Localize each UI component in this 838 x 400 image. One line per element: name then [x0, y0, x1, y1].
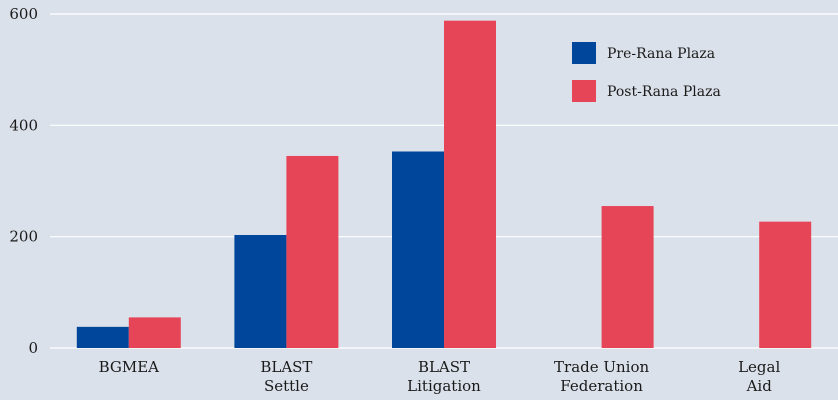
legend-label: Post-Rana Plaza: [607, 84, 721, 100]
legend-swatch: [572, 80, 596, 102]
category-label: Legal: [738, 358, 780, 376]
legend-swatch: [572, 42, 596, 64]
bar-post-3: [601, 206, 654, 348]
y-axis-tick-labels: 0 200 400 600: [9, 5, 38, 357]
bar-post-2: [444, 20, 496, 349]
category-label: BLAST: [418, 358, 470, 376]
bar-post-0: [128, 317, 181, 348]
bars: [76, 20, 812, 349]
y-tick-label: 0: [28, 339, 38, 357]
y-tick-label: 400: [9, 116, 38, 134]
category-label: Aid: [746, 377, 773, 395]
category-label: Trade Union: [554, 358, 649, 376]
legend: Pre-Rana Plaza Post-Rana Plaza: [572, 42, 721, 102]
category-label: Federation: [560, 377, 643, 395]
legend-label: Pre-Rana Plaza: [607, 46, 715, 62]
bar-pre-0: [76, 326, 129, 348]
bar-post-4: [759, 221, 812, 348]
y-tick-label: 200: [9, 228, 38, 246]
y-tick-label: 600: [9, 5, 38, 23]
category-label: Litigation: [407, 377, 481, 395]
bar-pre-1: [234, 234, 287, 348]
bar-pre-2: [392, 151, 444, 348]
category-label: Settle: [264, 377, 309, 395]
bar-post-1: [286, 155, 339, 348]
category-label: BLAST: [260, 358, 312, 376]
category-label: BGMEA: [99, 358, 160, 376]
